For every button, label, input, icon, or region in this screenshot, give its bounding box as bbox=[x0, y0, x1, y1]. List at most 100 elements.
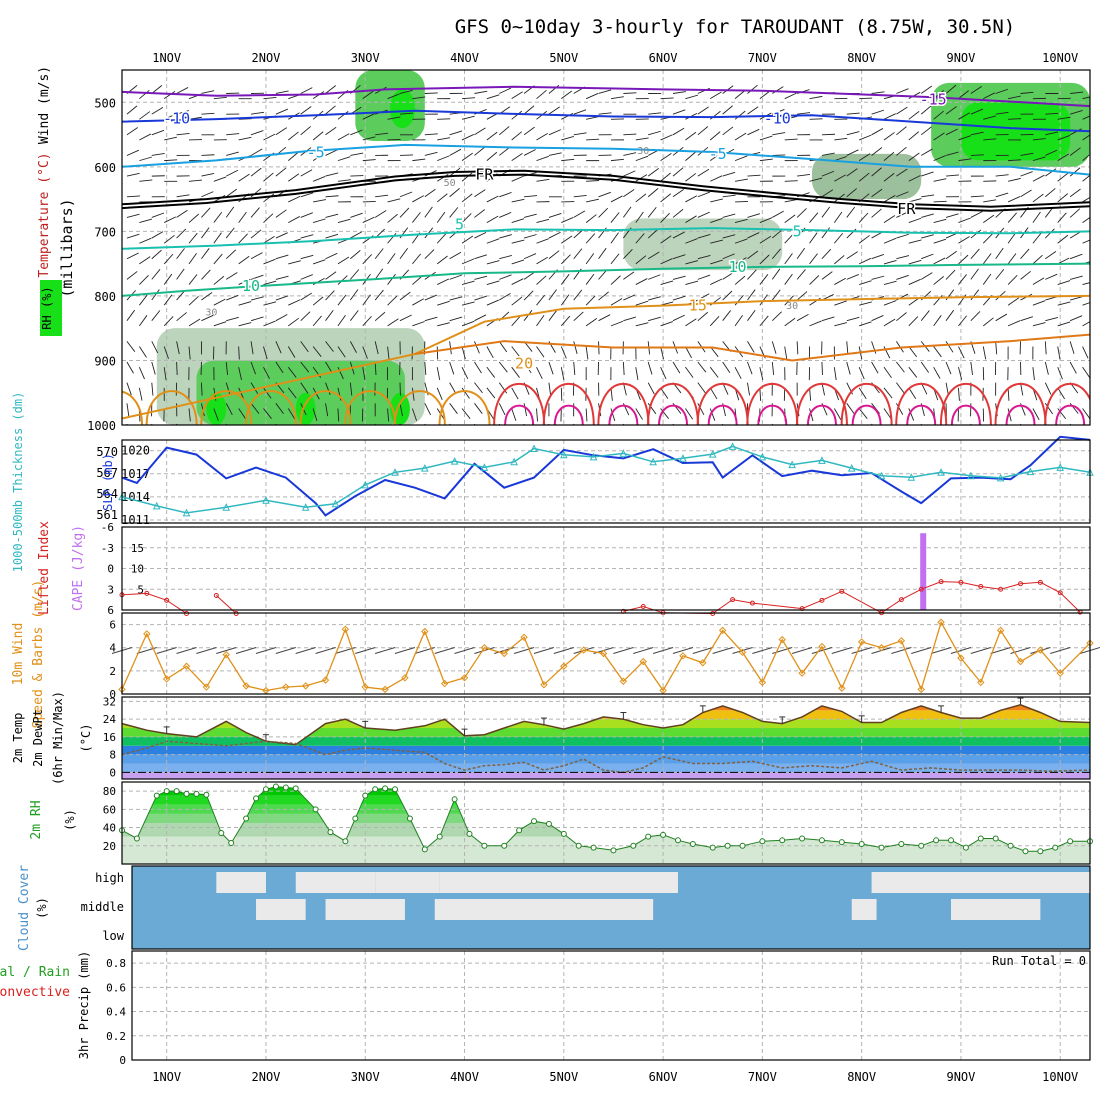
wind-barb bbox=[871, 91, 885, 94]
wind-speed-marker bbox=[480, 644, 489, 652]
wind-barb bbox=[1057, 193, 1069, 203]
wind-barb bbox=[896, 168, 908, 177]
wind-barb bbox=[151, 310, 161, 321]
rh-marker bbox=[262, 786, 269, 793]
wind-barb bbox=[958, 387, 960, 401]
wind-barb bbox=[685, 366, 694, 378]
wind-barb bbox=[1069, 315, 1083, 322]
x-tick-label-bottom: 1NOV bbox=[152, 1070, 181, 1084]
wind-barb bbox=[970, 647, 991, 654]
wind-barb bbox=[712, 647, 733, 654]
warm-isotherm-dome bbox=[1044, 383, 1090, 425]
wind-barb bbox=[685, 215, 697, 223]
wind-barb bbox=[796, 313, 809, 322]
wind-barb bbox=[498, 341, 508, 353]
wind-barb bbox=[560, 273, 570, 285]
wind-barb bbox=[374, 289, 384, 301]
wind-barb bbox=[1032, 211, 1041, 223]
wind-barb bbox=[499, 274, 512, 280]
wind-barb bbox=[511, 175, 524, 182]
wind-barb bbox=[164, 136, 177, 141]
rh-marker bbox=[1037, 848, 1044, 855]
wind-barb bbox=[883, 280, 897, 285]
wind-barb bbox=[374, 423, 376, 425]
rh-panel-frame bbox=[121, 781, 1091, 865]
wind-barb bbox=[896, 233, 909, 239]
wind-barb bbox=[598, 291, 609, 301]
warm-isotherm-dome bbox=[895, 383, 948, 425]
rh-marker bbox=[630, 842, 637, 849]
wind-barb bbox=[288, 131, 299, 141]
wind-barb bbox=[1008, 95, 1021, 100]
wind-barb bbox=[1057, 387, 1065, 400]
wind-barb bbox=[288, 317, 300, 327]
wind-barb bbox=[255, 647, 277, 654]
wind-barb bbox=[1069, 253, 1083, 260]
wind-barb bbox=[474, 403, 483, 414]
wind-barb bbox=[424, 294, 437, 301]
wind-barb bbox=[126, 172, 140, 177]
wind-tick-label: 0 bbox=[109, 688, 116, 701]
wind-barb bbox=[213, 321, 227, 327]
wind-barb bbox=[511, 218, 525, 224]
wind-barb bbox=[623, 206, 632, 218]
cloud-clear-patch bbox=[295, 872, 376, 893]
rh-marker bbox=[342, 838, 349, 845]
wind-barb bbox=[911, 647, 932, 654]
wind-barb bbox=[315, 647, 336, 654]
wind-barb bbox=[461, 320, 475, 327]
rh-band-layer bbox=[122, 786, 1090, 864]
wind-barb bbox=[970, 248, 980, 260]
wind-barb bbox=[300, 292, 312, 301]
wind-barb bbox=[139, 111, 151, 120]
wind-barb bbox=[883, 215, 896, 223]
wind-barb bbox=[362, 136, 376, 141]
wind-barb bbox=[474, 127, 486, 136]
wind-barb bbox=[858, 387, 867, 399]
wind-barb bbox=[573, 361, 576, 375]
wind-barb bbox=[126, 213, 140, 218]
wind-barb bbox=[685, 429, 690, 441]
wind-barb bbox=[920, 126, 932, 136]
wind-speed-marker bbox=[361, 683, 369, 691]
wind-barb bbox=[548, 106, 560, 115]
isotherm-label: 20 bbox=[515, 355, 533, 373]
wind-barb bbox=[424, 133, 438, 136]
wind-barb bbox=[275, 167, 287, 177]
wind-speed-marker bbox=[857, 638, 866, 646]
wind-barb bbox=[513, 647, 535, 654]
wind-barb bbox=[896, 126, 907, 136]
wind-barb bbox=[523, 253, 537, 260]
wind-barb bbox=[635, 300, 649, 306]
wind-barb bbox=[660, 134, 673, 141]
warm-isotherm-dome bbox=[145, 390, 198, 425]
wind-barb bbox=[1032, 300, 1046, 306]
pressure-tick-label: 1000 bbox=[87, 419, 116, 433]
wind-barb bbox=[399, 154, 413, 156]
rh-marker bbox=[312, 806, 319, 813]
wind-barb bbox=[598, 89, 612, 94]
wind-barb bbox=[561, 235, 573, 244]
wind-barb bbox=[982, 273, 992, 285]
wind-barb bbox=[585, 233, 596, 244]
wind-barb bbox=[1032, 277, 1045, 285]
wind-barb bbox=[958, 158, 972, 162]
wind-barb bbox=[560, 367, 565, 381]
wind-barb bbox=[921, 213, 934, 218]
wind-barb bbox=[275, 108, 289, 115]
wind-barb bbox=[585, 253, 595, 265]
wind-barb bbox=[585, 295, 596, 306]
wind-barb bbox=[821, 316, 835, 322]
wind-barb bbox=[1010, 647, 1031, 654]
wind-barb bbox=[394, 647, 416, 654]
wind-barb bbox=[871, 109, 885, 115]
wind-barb bbox=[325, 309, 334, 321]
wind-barb bbox=[536, 275, 547, 285]
wind-barb bbox=[238, 211, 247, 223]
wind-barb bbox=[871, 167, 882, 177]
wind-barb bbox=[722, 310, 731, 321]
wind-barb bbox=[362, 200, 376, 203]
thickness-marker bbox=[222, 503, 231, 511]
wind-barb bbox=[811, 647, 833, 654]
wind-barb bbox=[561, 158, 575, 162]
